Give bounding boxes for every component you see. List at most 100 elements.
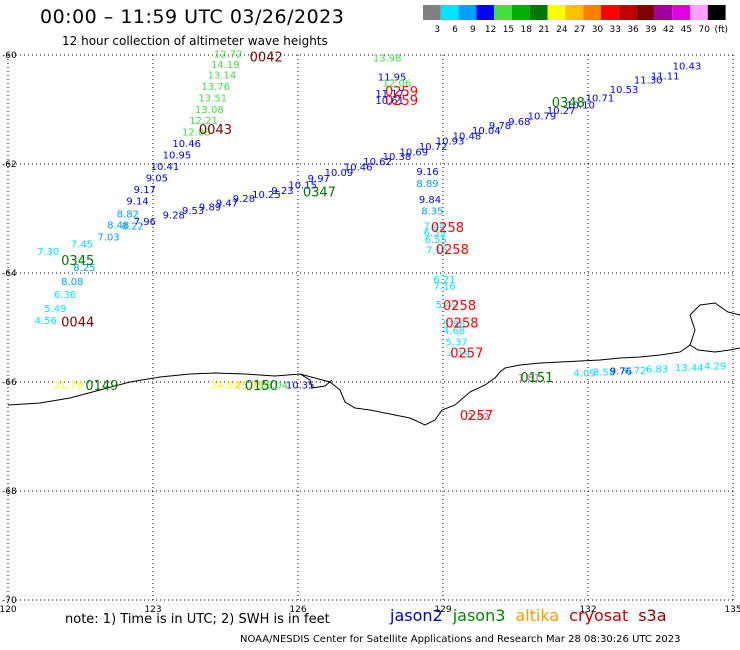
- wave-height-value: 15.04: [259, 381, 288, 392]
- wave-height-value: 10.71: [586, 93, 615, 104]
- wave-height-value: 10.38: [383, 152, 412, 163]
- wave-height-value: 5.49: [44, 304, 66, 315]
- wave-height-value: 14.19: [211, 60, 240, 71]
- wave-height-value: 8.48: [107, 220, 129, 231]
- colorbar-swatch: [565, 5, 584, 20]
- satellite-legend-entry: altika: [515, 606, 560, 625]
- wave-height-value: 10.48: [453, 131, 482, 142]
- coastline: [7, 302, 740, 426]
- wave-height-value: 10.10: [566, 100, 595, 111]
- wave-height-value: 10.27: [547, 106, 576, 117]
- wave-height-value: 9.76: [610, 366, 632, 377]
- colorbar-swatch: [672, 5, 690, 20]
- lat-tick-label: -60: [2, 51, 17, 61]
- colorbar-label: 27: [574, 25, 585, 35]
- pass-time-label: 0259: [385, 94, 418, 109]
- wave-height-value: 9.47: [216, 199, 238, 210]
- wave-height-value: 10.35: [286, 381, 315, 392]
- wave-height-value: 11.30: [634, 75, 663, 86]
- colorbar-swatch: [707, 5, 726, 20]
- wave-height-value: 7.30: [37, 247, 59, 258]
- wave-height-value: 9.68: [508, 117, 530, 128]
- wave-height-value: 12.06: [383, 79, 412, 90]
- lat-tick-label: -62: [2, 160, 17, 170]
- wave-height-value: 9.28: [233, 194, 255, 205]
- lon-tick-label: 120: [0, 605, 17, 615]
- wave-height-value: 10.69: [400, 147, 429, 158]
- wave-height-value: 6.55: [425, 235, 447, 246]
- colorbar-swatch: [512, 5, 530, 20]
- wave-height-value: 9.23: [271, 186, 293, 197]
- map-grid: [7, 54, 734, 601]
- wave-height-value: 12.21: [189, 116, 218, 127]
- wave-height-value: 10.61: [375, 96, 404, 107]
- wave-height-value: 3.58: [593, 367, 615, 378]
- colorbar-label: 45: [681, 25, 692, 35]
- wave-height-value: 13.44: [675, 363, 704, 374]
- wave-height-value: 25.75: [235, 381, 264, 392]
- wave-height-value: 6.59: [424, 228, 446, 239]
- wave-height-value: 7.45: [71, 239, 93, 250]
- wave-height-value: 10.95: [163, 151, 192, 162]
- colorbar-label: 70: [699, 25, 711, 35]
- satellite-legend-entry: cryosat: [569, 606, 629, 625]
- wave-height-value: 8.08: [61, 277, 83, 288]
- wave-height-value: 13.08: [195, 105, 224, 116]
- lon-tick-label: 132: [579, 605, 596, 615]
- wave-height-value: 6.83: [646, 365, 668, 376]
- wave-height-value: 6.21: [433, 275, 455, 286]
- wave-height-value: 2.82: [467, 412, 489, 423]
- wave-height-value: 4.09: [574, 369, 596, 380]
- wave-height-value: 24.03: [211, 381, 240, 392]
- wave-height-value: 7.15: [426, 245, 448, 256]
- colorbar-label: 12: [485, 25, 496, 35]
- pass-time-label: 0347: [303, 186, 336, 201]
- colorbar-label: 30: [592, 25, 604, 35]
- page-subtitle: 12 hour collection of altimeter wave hei…: [62, 34, 328, 48]
- wave-height-value: 9.53: [182, 206, 204, 217]
- wave-height-value: 7.44: [424, 221, 446, 232]
- colorbar-swatch: [423, 5, 441, 20]
- lon-tick-label: 135: [724, 605, 740, 615]
- wave-height-value: 7.03: [97, 232, 119, 243]
- wave-height-value: 10.53: [610, 85, 639, 96]
- colorbar-swatch: [529, 5, 548, 20]
- lon-tick-label: 129: [434, 605, 451, 615]
- coastline-inlet: [299, 373, 333, 389]
- pass-time-label: 0258: [436, 243, 469, 258]
- pass-time-label: 0348: [552, 96, 585, 111]
- pass-time-label: 0042: [250, 51, 283, 66]
- pass-time-label: 0043: [199, 123, 232, 138]
- lat-tick-label: -66: [2, 378, 17, 388]
- wave-height-value: 4.68: [443, 326, 465, 337]
- wave-height-colorbar: 3 6 9 12 15 18 21 24 27 30 33 36 39 42 45 70 (ft): [423, 5, 728, 35]
- wave-height-value: 10.72: [419, 142, 448, 153]
- colorbar-label: 21: [538, 25, 549, 35]
- wave-height-value: 8.82: [117, 209, 139, 220]
- footnote: note: 1) Time is in UTC; 2) SWH is in fe…: [65, 612, 330, 627]
- pass-time-label: 0149: [85, 379, 118, 394]
- wave-height-value: 10.46: [172, 139, 201, 150]
- wave-height-value: 9.05: [146, 173, 168, 184]
- wave-height-value: 9.89: [199, 202, 221, 213]
- wave-height-value: 9.28: [163, 211, 185, 222]
- wave-height-value: 10.43: [673, 62, 702, 73]
- colorbar-label: 24: [556, 25, 568, 35]
- page-title: 00:00 – 11:59 UTC 03/26/2023: [40, 6, 345, 28]
- wave-height-value: 10.93: [436, 136, 465, 147]
- pass-time-label: 0258: [445, 317, 478, 332]
- wave-height-value: 1.81: [518, 373, 540, 384]
- wave-height-value: 9.17: [134, 185, 156, 196]
- axis-ticks: 120 123 126 129 132 135 -60 -62 -64 -66 -68 -70: [0, 51, 740, 615]
- wave-height-value: 9.14: [126, 196, 148, 207]
- pass-time-label: 0257: [460, 409, 493, 424]
- colorbar-swatch: [583, 5, 601, 20]
- satellite-legend: jason2 jason3 altika cryosat s3a: [390, 606, 677, 625]
- antarctic-coastline: [7, 302, 740, 426]
- credit-footer: NOAA/NESDIS Center for Satellite Applica…: [240, 634, 681, 645]
- pass-time-label: 0150: [245, 379, 278, 394]
- lat-tick-label: -70: [2, 596, 17, 606]
- wave-height-value: 5.37: [445, 337, 467, 348]
